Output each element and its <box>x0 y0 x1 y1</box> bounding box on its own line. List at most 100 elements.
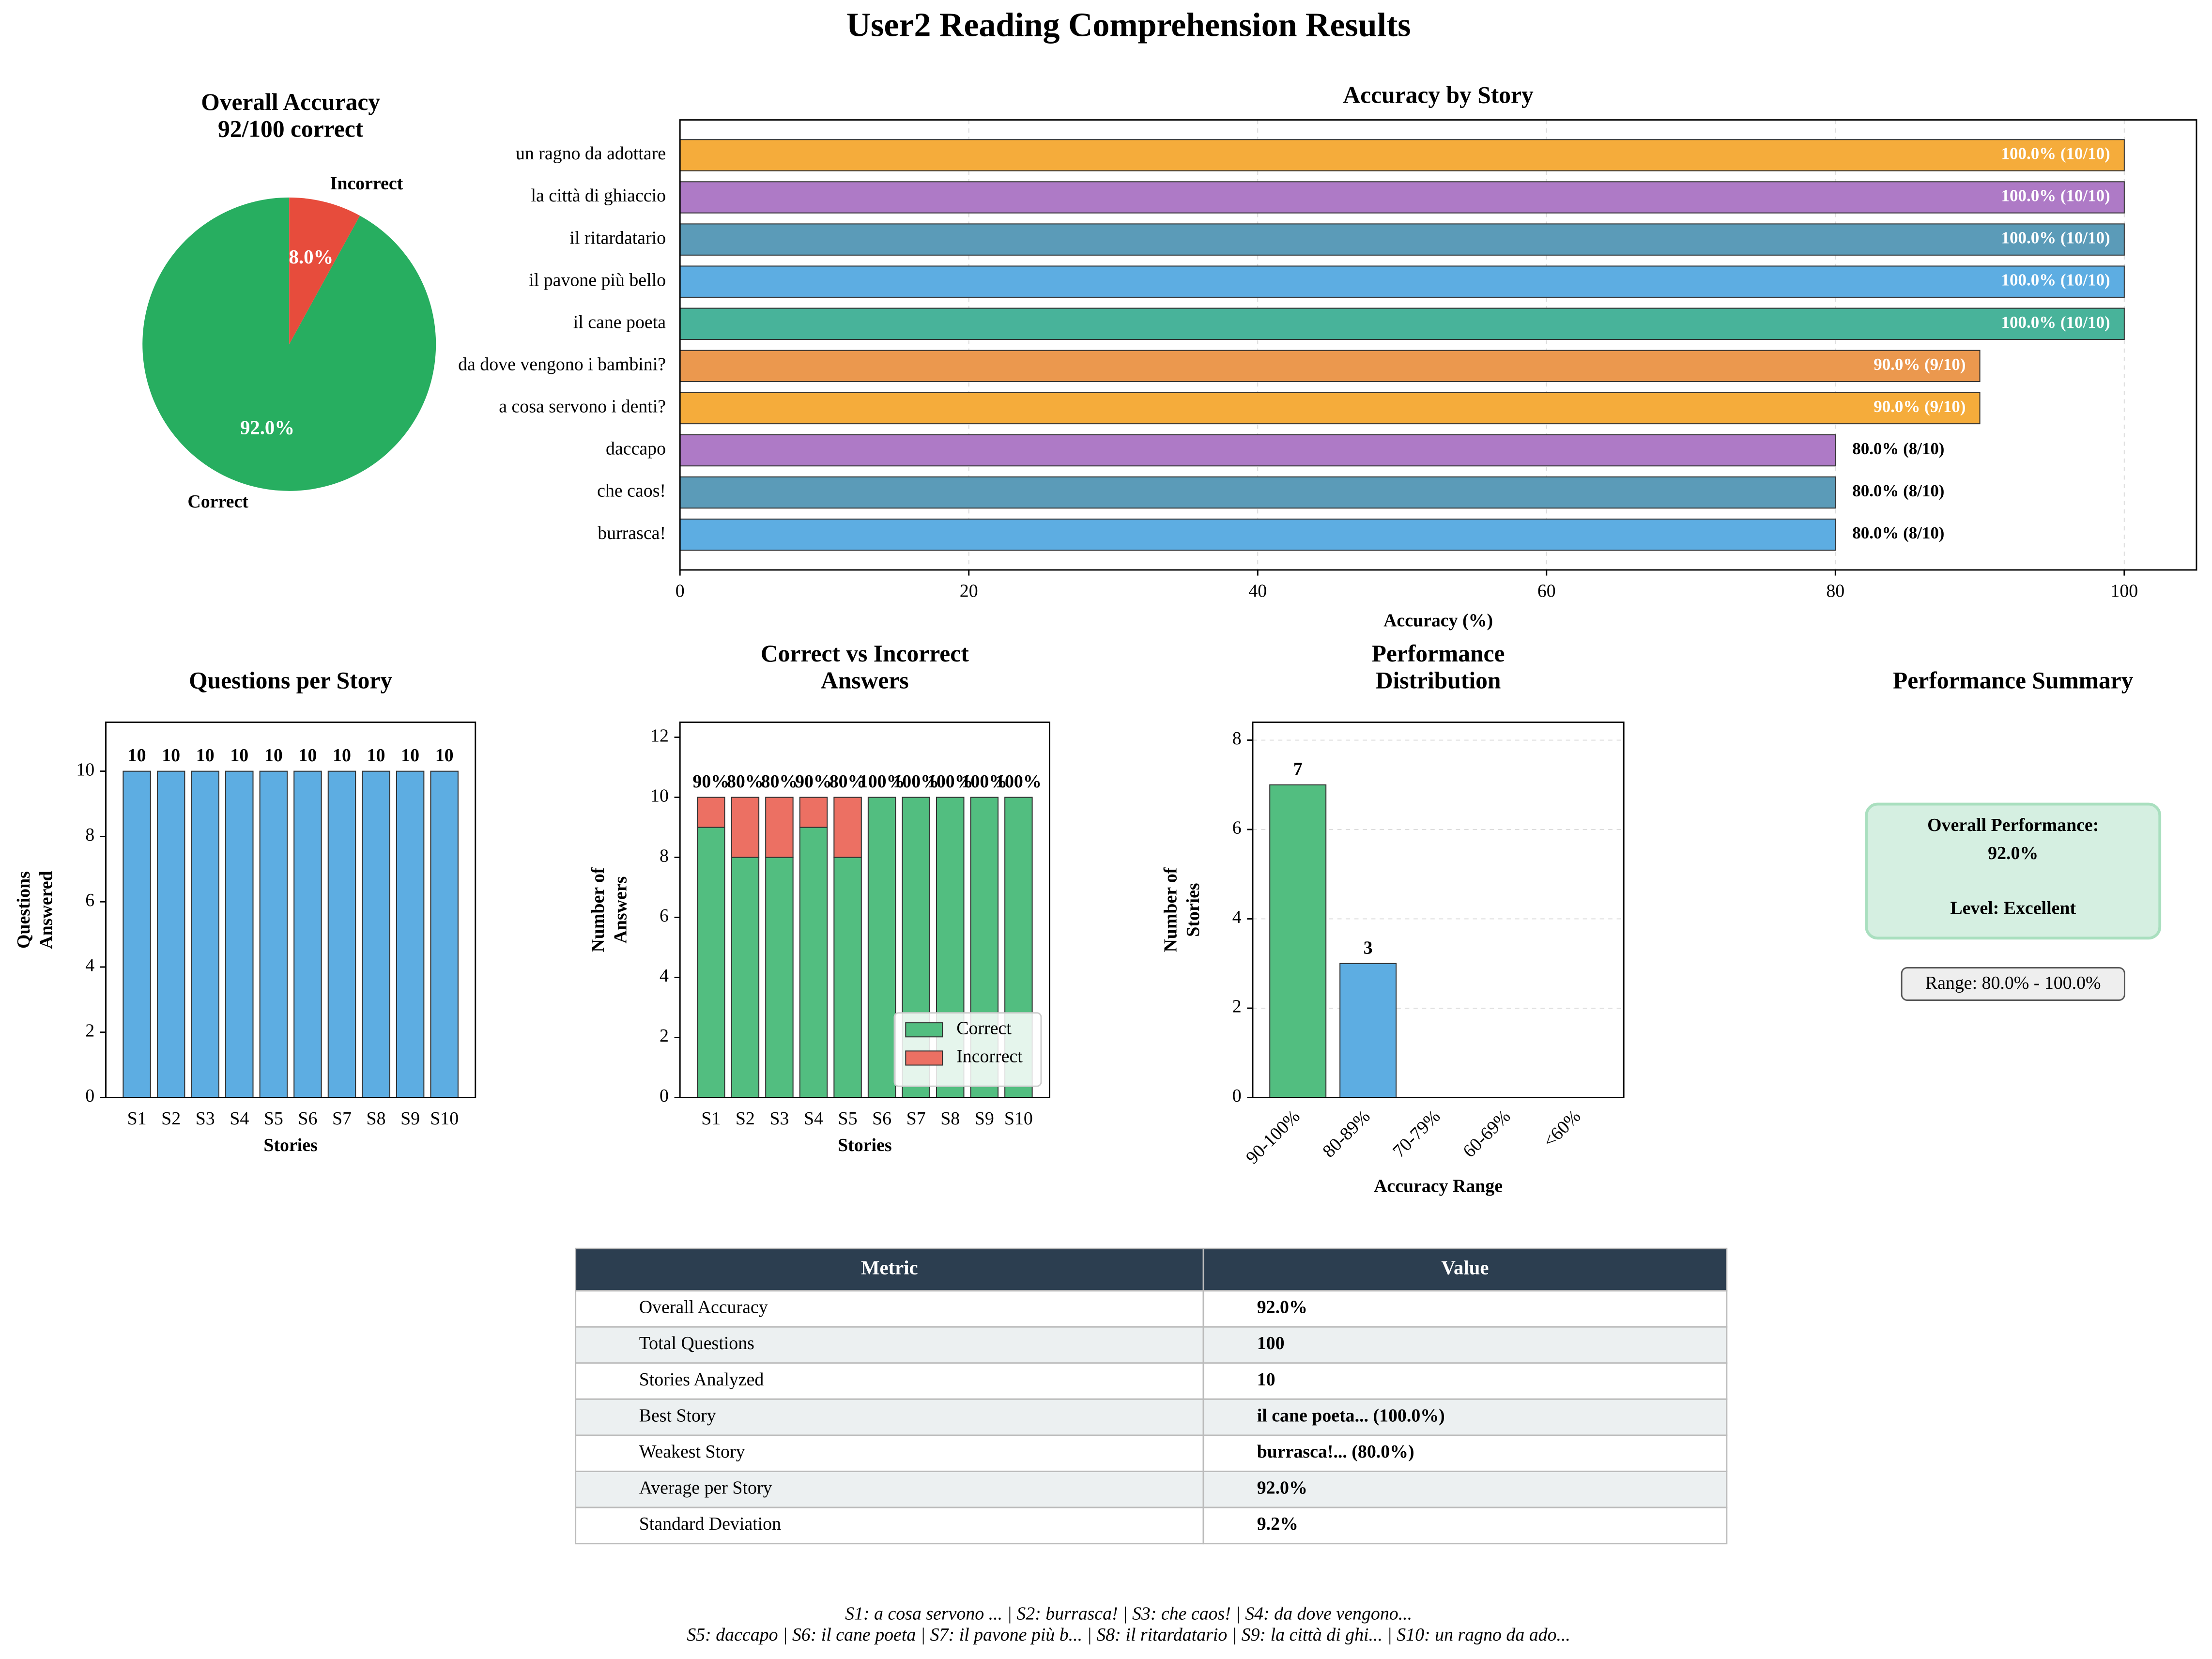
value-label: 10 <box>162 745 180 766</box>
x-tick-label: <60% <box>1539 1106 1585 1152</box>
x-tick-label: S7 <box>906 1108 926 1129</box>
x-tick-label: 70-79% <box>1389 1106 1444 1161</box>
y-tick-label: 8 <box>660 845 669 866</box>
x-tick-label: 90-100% <box>1242 1106 1304 1168</box>
y-tick-label: 10 <box>650 785 669 806</box>
x-axis-label: Stories <box>838 1135 891 1155</box>
table-row <box>575 1434 1204 1472</box>
value-label: 90.0% (9/10) <box>1874 355 1966 374</box>
bar-segment <box>799 827 828 1098</box>
x-tick-label: S4 <box>230 1108 249 1129</box>
x-tick-label: S8 <box>367 1108 386 1129</box>
value-label: 10 <box>401 745 419 766</box>
value-label: 10 <box>367 745 385 766</box>
summary-line: Level: Excellent <box>1950 898 2076 919</box>
y-tick-label: 2 <box>85 1020 94 1041</box>
footnote: S5: daccapo | S6: il cane poeta | S7: il… <box>687 1625 1570 1645</box>
plot-frame <box>679 119 2197 571</box>
y-tick-label: da dove vengono i bambini? <box>458 354 666 375</box>
table-row <box>1202 1506 1728 1545</box>
x-tick-label: S1 <box>701 1108 721 1129</box>
y-tick-label: 2 <box>660 1026 669 1046</box>
chart-title: Accuracy by Story <box>1343 81 1534 108</box>
total-label: 80% <box>761 771 798 792</box>
y-tick-label: 6 <box>660 906 669 926</box>
table-cell: 10 <box>1257 1369 1275 1390</box>
x-tick-label: 0 <box>676 581 685 601</box>
range-text: Range: 80.0% - 100.0% <box>1925 973 2101 993</box>
x-tick-label: S3 <box>769 1108 789 1129</box>
table-row <box>575 1326 1204 1364</box>
value-label: 100.0% (10/10) <box>2001 186 2110 205</box>
bar <box>1339 963 1397 1098</box>
y-axis-label: Answered <box>36 871 57 949</box>
table-cell: il cane poeta... (100.0%) <box>1257 1405 1445 1426</box>
table-cell: 92.0% <box>1257 1478 1307 1498</box>
y-axis-label: Number of <box>588 867 608 952</box>
value-label: 80.0% (8/10) <box>1852 523 1944 542</box>
table-row <box>575 1290 1204 1328</box>
table-cell: burrasca!... (80.0%) <box>1257 1442 1414 1462</box>
x-tick-label: 60 <box>1537 581 1556 601</box>
x-tick-label: S1 <box>127 1108 147 1129</box>
table-cell: Total Questions <box>639 1333 754 1353</box>
bar <box>293 770 322 1098</box>
pie-label: Incorrect <box>330 173 403 194</box>
value-label: 100.0% (10/10) <box>2001 229 2110 247</box>
pie-value-label: 8.0% <box>289 246 334 268</box>
y-axis-label: Answers <box>610 876 630 944</box>
bar <box>396 770 425 1098</box>
total-label: 100% <box>893 771 939 792</box>
summary-title: Performance Summary <box>1893 667 2134 693</box>
y-axis-label: Stories <box>1183 883 1203 937</box>
value-label: 10 <box>333 745 351 766</box>
x-tick-label: S4 <box>804 1108 823 1129</box>
bar <box>679 434 1836 467</box>
table-row <box>575 1362 1204 1400</box>
total-label: 100% <box>961 771 1007 792</box>
total-label: 100% <box>927 771 973 792</box>
total-label: 90% <box>795 771 832 792</box>
bar <box>362 770 390 1098</box>
footnote: S1: a cosa servono ... | S2: burrasca! |… <box>845 1603 1412 1624</box>
bar <box>679 392 1981 425</box>
value-label: 90.0% (9/10) <box>1874 397 1966 416</box>
plot-frame <box>679 722 1050 1098</box>
table-cell: 92.0% <box>1257 1297 1307 1318</box>
y-tick-label: un ragno da adottare <box>516 143 666 164</box>
chart-title: Questions per Story <box>189 667 392 693</box>
x-tick-label: S3 <box>196 1108 215 1129</box>
x-tick-label: S2 <box>161 1108 181 1129</box>
x-tick-label: S5 <box>838 1108 858 1129</box>
chart-title: Distribution <box>1376 667 1501 693</box>
x-tick-label: S5 <box>264 1108 283 1129</box>
value-label: 10 <box>435 745 454 766</box>
y-axis-label: Questions <box>14 871 34 949</box>
table-row <box>1202 1434 1728 1472</box>
bar <box>123 770 151 1098</box>
bar-segment <box>867 797 896 1098</box>
legend-label: Correct <box>956 1018 1012 1038</box>
x-tick-label: S6 <box>298 1108 317 1129</box>
y-tick-label: 12 <box>650 725 669 746</box>
table-row <box>575 1398 1204 1436</box>
bar <box>156 770 185 1098</box>
bar <box>679 223 2125 256</box>
bar <box>259 770 288 1098</box>
value-label: 7 <box>1293 759 1303 779</box>
y-tick-label: 4 <box>85 955 94 976</box>
y-tick-label: 0 <box>85 1086 94 1106</box>
y-tick-label: daccapo <box>606 439 666 459</box>
y-tick-label: 8 <box>85 825 94 845</box>
table-cell: 9.2% <box>1257 1514 1298 1534</box>
table-row <box>1202 1290 1728 1328</box>
value-label: 10 <box>264 745 283 766</box>
y-tick-label: 0 <box>1232 1086 1242 1106</box>
value-label: 3 <box>1364 937 1373 958</box>
y-tick-label: 6 <box>85 890 94 910</box>
y-axis-label: Number of <box>1161 867 1181 952</box>
x-tick-label: S9 <box>400 1108 420 1129</box>
total-label: 80% <box>830 771 866 792</box>
plot-frame <box>105 722 476 1098</box>
